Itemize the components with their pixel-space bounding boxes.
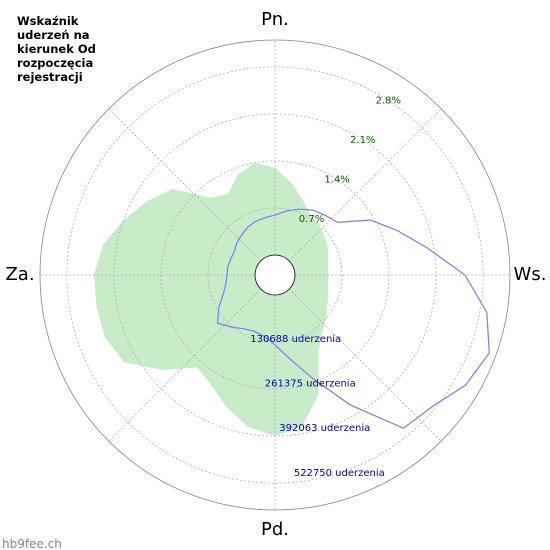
direction-label: Za. (5, 264, 34, 285)
r-tick-label: 1.4% (324, 174, 349, 185)
grid-circle (207, 207, 343, 343)
r-tick-label: 2.8% (376, 95, 401, 106)
r2-tick-label: 261375 uderzenia (265, 378, 356, 389)
watermark: hb9fee.ch (2, 537, 62, 550)
outer-circle (39, 39, 511, 511)
direction-label: Pd. (261, 519, 289, 540)
grid-circle (160, 160, 390, 390)
center-hole (254, 254, 296, 296)
r-tick-label: 2.1% (350, 135, 375, 146)
direction-label: Pn. (261, 9, 289, 30)
r2-tick-label: 522750 uderzenia (294, 468, 385, 479)
direction-label: Ws. (514, 264, 547, 285)
chart-title: Wskaźnik uderzeń na kierunek Od rozpoczę… (17, 14, 96, 84)
spoke (288, 108, 442, 262)
r2-tick-label: 130688 uderzenia (250, 334, 341, 345)
r2-tick-label: 392063 uderzenia (279, 423, 370, 434)
area (93, 162, 329, 437)
r-tick-label: 0.7% (299, 214, 324, 225)
